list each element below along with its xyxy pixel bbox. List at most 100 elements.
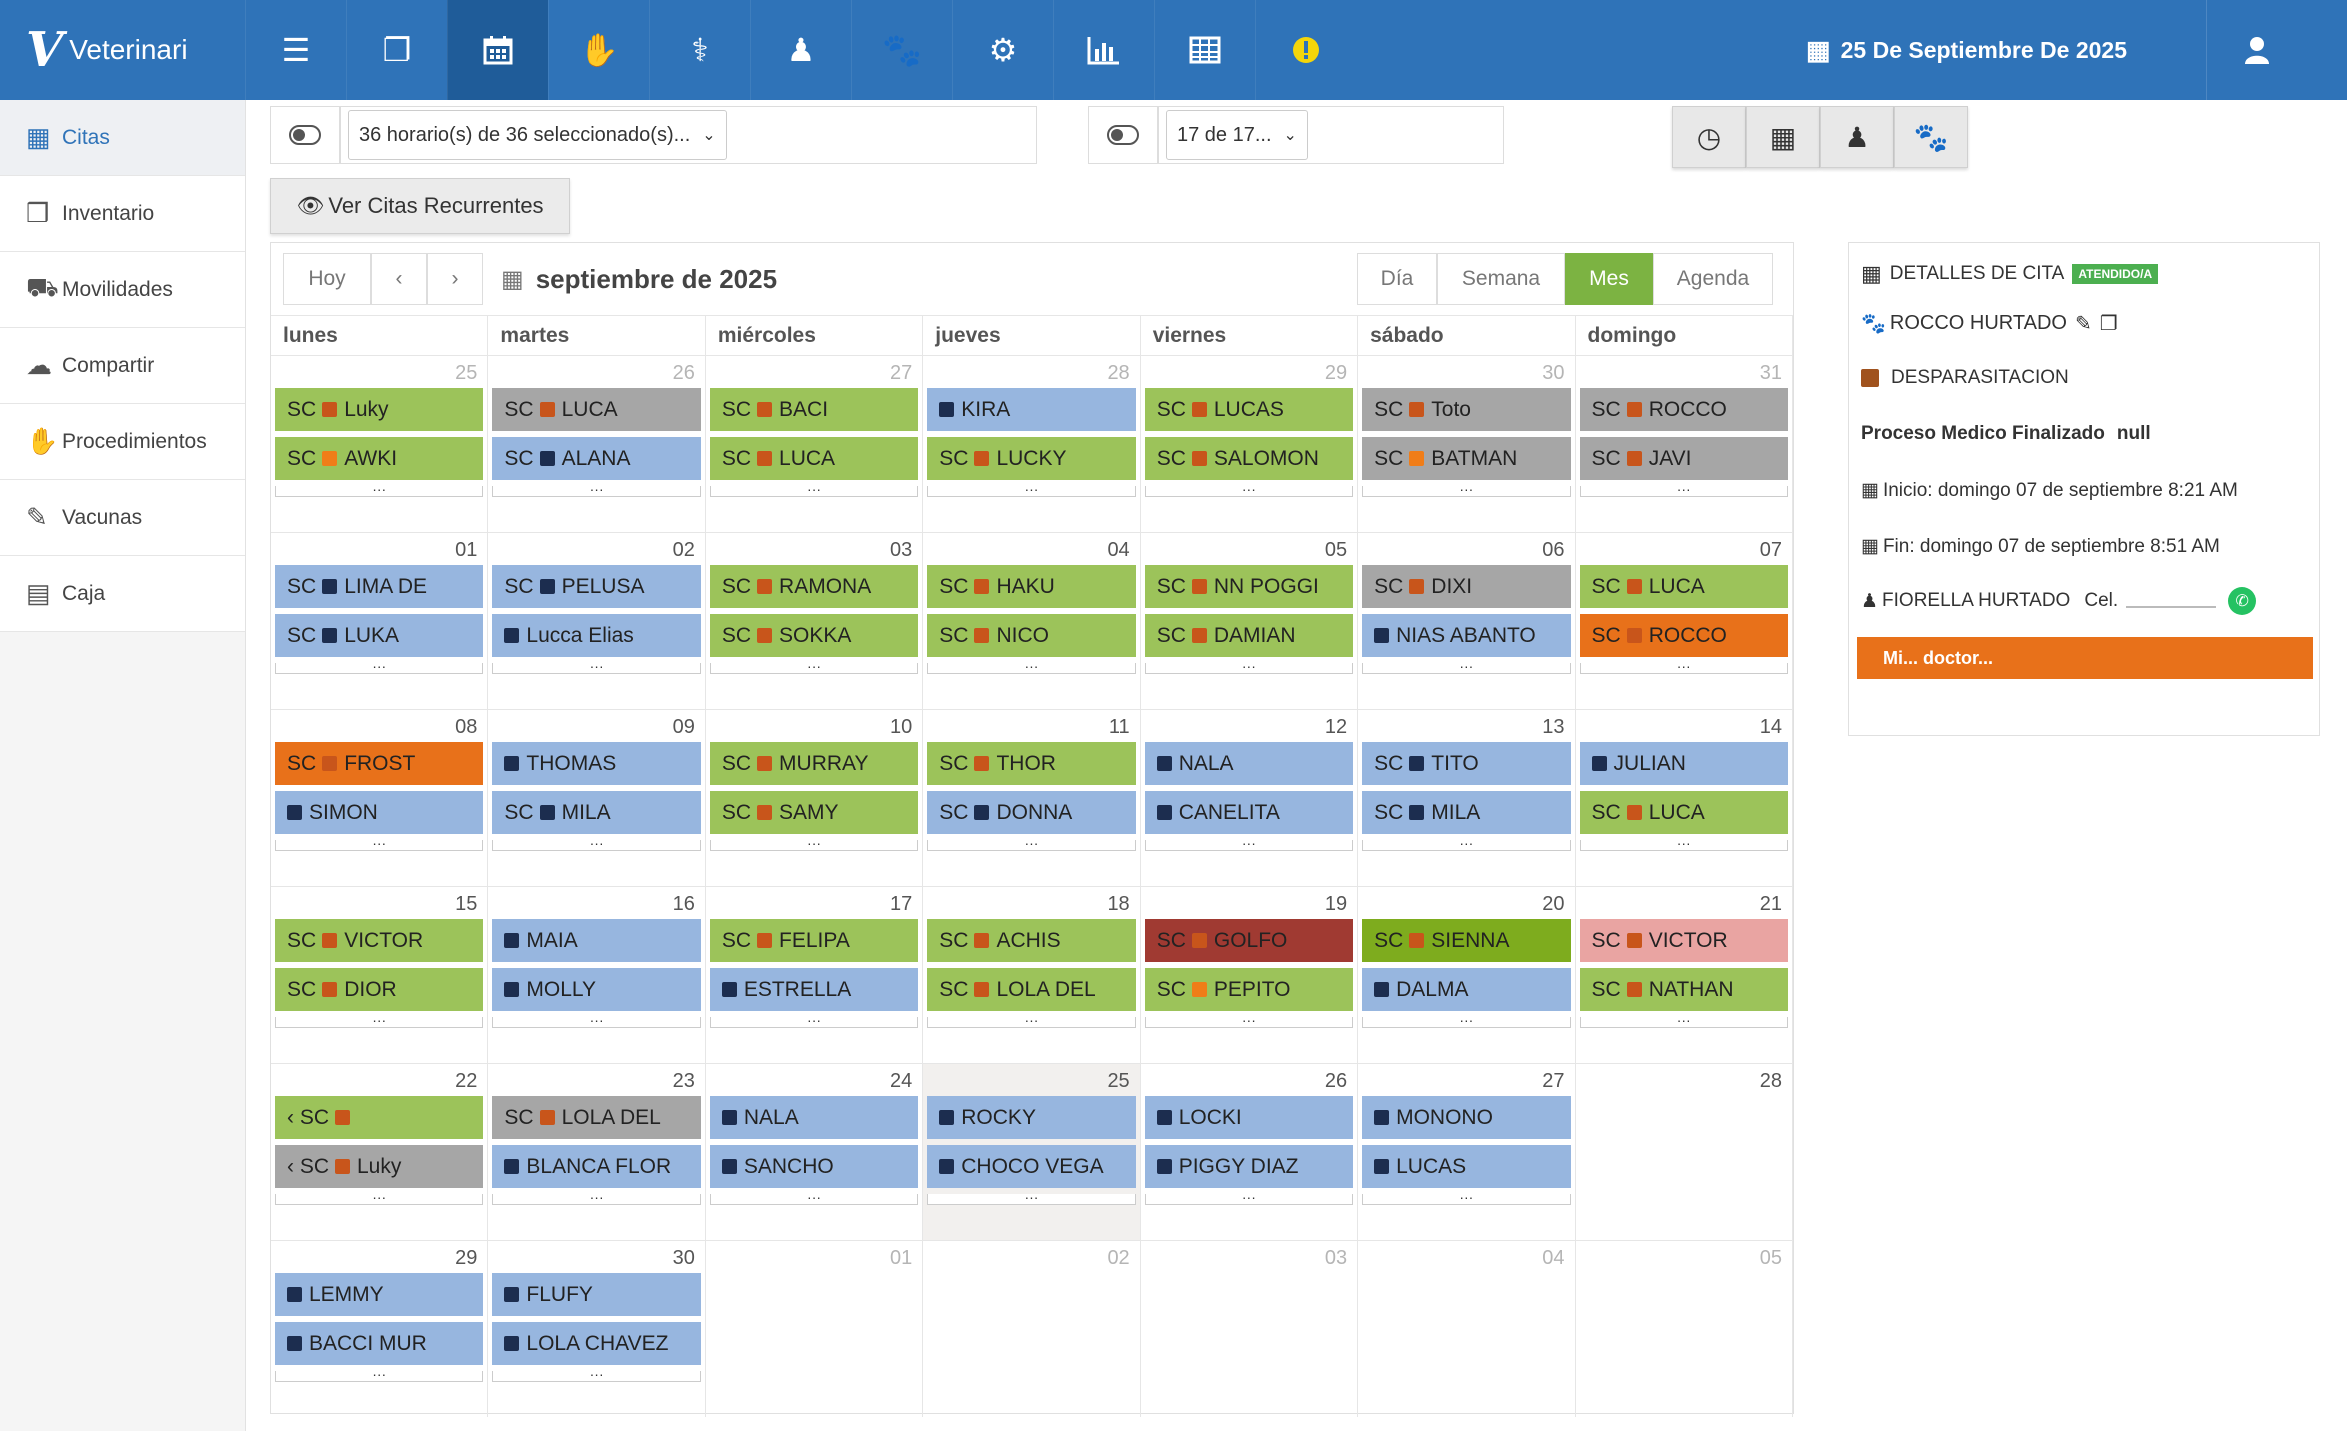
day-number[interactable]: 02 <box>672 539 695 561</box>
bar-chart-icon[interactable] <box>1053 0 1154 100</box>
day-number[interactable]: 29 <box>1324 362 1348 384</box>
day-number[interactable]: 19 <box>1324 893 1348 915</box>
more-events-link[interactable]: ··· <box>1579 659 1788 674</box>
app-logo[interactable]: V Veterinari <box>0 0 245 100</box>
day-number[interactable]: 28 <box>1107 362 1130 384</box>
today-button[interactable]: Hoy <box>283 253 371 305</box>
person-icon[interactable]: ♟ <box>750 0 851 100</box>
sidebar-item-procedimientos[interactable]: ✋ Procedimientos <box>0 404 245 480</box>
appointment-event[interactable]: SC Toto <box>1362 388 1571 431</box>
appointment-event[interactable]: PIGGY DIAZ <box>1144 1145 1354 1188</box>
appointment-event[interactable]: Lucca Elias <box>492 614 701 657</box>
appointment-event[interactable]: SC MILA <box>492 791 701 834</box>
day-number[interactable]: 20 <box>1542 893 1565 915</box>
whatsapp-icon[interactable]: ✆ <box>2228 587 2257 615</box>
appointment-event[interactable]: THOMAS <box>492 742 701 785</box>
day-cell[interactable]: 01 SC LIMA DE SC LUKA ··· <box>271 533 489 709</box>
appointment-event[interactable]: MONONO <box>1362 1096 1571 1139</box>
appointment-event[interactable]: SC BACI <box>709 388 919 431</box>
appointment-event[interactable]: SC AWKI <box>275 437 484 480</box>
day-number[interactable]: 24 <box>890 1070 913 1092</box>
more-events-link[interactable]: ··· <box>1362 1013 1571 1028</box>
day-number[interactable]: 26 <box>1324 1070 1348 1092</box>
cogs-icon[interactable]: ⚙ <box>952 0 1053 100</box>
appointment-event[interactable]: BLANCA FLOR <box>492 1145 701 1188</box>
person-view-button[interactable]: ♟ <box>1820 106 1894 168</box>
day-cell[interactable]: 27 SC BACI SC LUCA ··· <box>706 356 924 532</box>
sidebar-item-compartir[interactable]: ☁ Compartir <box>0 328 245 404</box>
more-events-link[interactable]: ··· <box>1362 1190 1571 1205</box>
more-events-link[interactable]: ··· <box>927 1190 1136 1205</box>
more-events-link[interactable]: ··· <box>275 482 484 497</box>
user-icon[interactable] <box>2206 0 2307 100</box>
appointment-event[interactable]: SC GOLFO <box>1144 919 1354 962</box>
appointment-event[interactable]: SC LOLA DEL <box>492 1096 701 1139</box>
day-number[interactable]: 11 <box>1108 716 1130 738</box>
more-events-link[interactable]: ··· <box>1362 482 1571 497</box>
appointment-event[interactable]: SC LOLA DEL <box>927 968 1136 1011</box>
appointment-event[interactable]: DALMA <box>1362 968 1571 1011</box>
appointment-event[interactable]: SC MURRAY <box>709 742 919 785</box>
day-number[interactable]: 25 <box>455 362 478 384</box>
sidebar-item-citas[interactable]: ▦ Citas <box>0 100 245 176</box>
appointment-event[interactable]: SC TITO <box>1362 742 1571 785</box>
appointment-event[interactable]: SC VICTOR <box>275 919 484 962</box>
day-number[interactable]: 05 <box>1324 539 1348 561</box>
appointment-event[interactable]: SC LIMA DE <box>275 565 484 608</box>
day-cell[interactable]: 02 <box>923 1241 1141 1417</box>
pet-view-button[interactable]: 🐾 <box>1894 106 1968 168</box>
day-cell[interactable]: 02 SC PELUSA Lucca Elias ··· <box>488 533 706 709</box>
appointment-event[interactable]: SC DONNA <box>927 791 1136 834</box>
day-cell[interactable]: 31 SC ROCCO SC JAVI ··· <box>1576 356 1793 532</box>
more-events-link[interactable]: ··· <box>275 836 484 851</box>
appointment-event[interactable]: CHOCO VEGA <box>927 1145 1136 1188</box>
day-cell[interactable]: 09 THOMAS SC MILA ··· <box>488 710 706 886</box>
more-events-link[interactable]: ··· <box>1579 482 1788 497</box>
more-events-link[interactable]: ··· <box>275 1190 484 1205</box>
more-events-link[interactable]: ··· <box>492 836 701 851</box>
day-number[interactable]: 21 <box>1759 893 1782 915</box>
day-number[interactable]: 16 <box>672 893 695 915</box>
appointment-event[interactable]: SC ACHIS <box>927 919 1136 962</box>
day-number[interactable]: 03 <box>890 539 913 561</box>
appointment-event[interactable]: SC LUKA <box>275 614 484 657</box>
day-number[interactable]: 30 <box>1542 362 1565 384</box>
appointment-event[interactable]: SC SIENNA <box>1362 919 1571 962</box>
appointment-event[interactable]: SC LUCA <box>709 437 919 480</box>
appointment-event[interactable]: SC VICTOR <box>1579 919 1788 962</box>
menu-icon[interactable]: ☰ <box>245 0 346 100</box>
day-cell[interactable]: 21 SC VICTOR SC NATHAN ··· <box>1576 887 1793 1063</box>
day-cell[interactable]: 06 SC DIXI NIAS ABANTO ··· <box>1358 533 1576 709</box>
appointment-event[interactable]: ESTRELLA <box>709 968 919 1011</box>
view-month-button[interactable]: Mes <box>1565 253 1653 305</box>
day-cell[interactable]: 13 SC TITO SC MILA ··· <box>1358 710 1576 886</box>
day-cell[interactable]: 16 MAIA MOLLY ··· <box>488 887 706 1063</box>
appointment-event[interactable]: SC ROCCO <box>1579 388 1788 431</box>
more-events-link[interactable]: ··· <box>709 1013 919 1028</box>
day-number[interactable]: 02 <box>1107 1247 1130 1269</box>
appointment-event[interactable]: NALA <box>1144 742 1354 785</box>
day-cell[interactable]: 11 SC THOR SC DONNA ··· <box>923 710 1141 886</box>
appointment-event[interactable]: SC Luky <box>275 388 484 431</box>
day-number[interactable]: 01 <box>455 539 478 561</box>
edit-icon[interactable]: ✎ <box>2074 313 2092 335</box>
more-events-link[interactable]: ··· <box>492 1190 701 1205</box>
appointment-event[interactable]: LEMMY <box>275 1273 484 1316</box>
appointment-event[interactable]: SC ALANA <box>492 437 701 480</box>
day-number[interactable]: 07 <box>1759 539 1782 561</box>
day-cell[interactable]: 08 SC FROST SIMON ··· <box>271 710 489 886</box>
appointment-event[interactable]: BACCI MUR <box>275 1322 484 1365</box>
day-number[interactable]: 28 <box>1759 1070 1782 1092</box>
view-agenda-button[interactable]: Agenda <box>1653 253 1773 305</box>
day-number[interactable]: 17 <box>890 893 913 915</box>
calendar-view-button[interactable]: ▦ <box>1746 106 1820 168</box>
more-events-link[interactable]: ··· <box>275 659 484 674</box>
day-cell[interactable]: 14 JULIAN SC LUCA ··· <box>1576 710 1793 886</box>
more-events-link[interactable]: ··· <box>492 482 701 497</box>
day-number[interactable]: 22 <box>455 1070 478 1092</box>
appointment-event[interactable]: SC DIXI <box>1362 565 1571 608</box>
more-events-link[interactable]: ··· <box>492 1013 701 1028</box>
calendar-icon[interactable] <box>447 0 548 100</box>
day-cell[interactable]: 04 SC HAKU SC NICO ··· <box>923 533 1141 709</box>
appointment-event[interactable]: SC LUCA <box>1579 565 1788 608</box>
